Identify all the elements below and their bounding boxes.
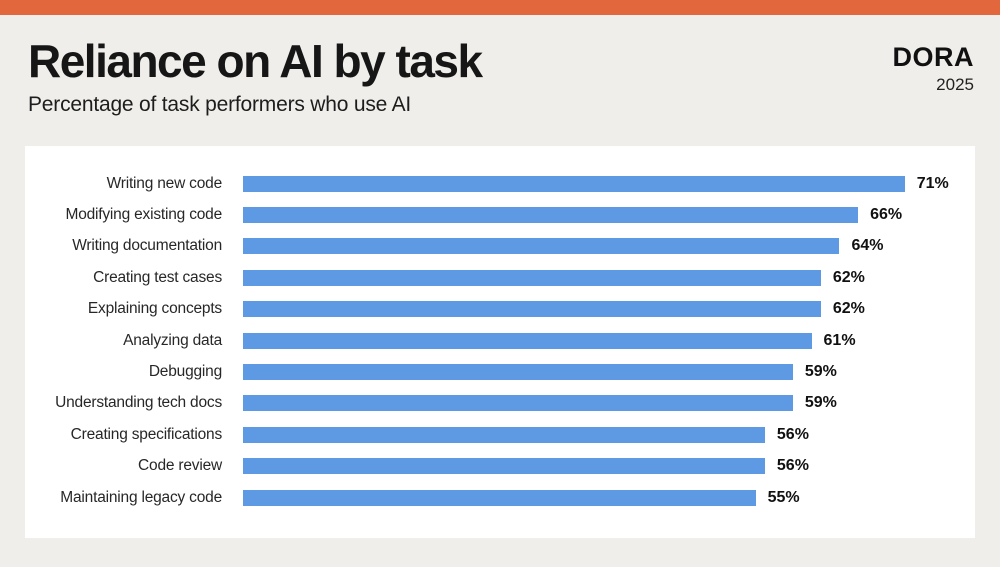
task-bar: [243, 458, 765, 475]
chart-panel: Writing new code 71% Modifying existing co…: [25, 146, 975, 538]
task-label: Creating specifications: [70, 425, 223, 443]
task-bar: [243, 364, 793, 381]
bar-chart: Writing new code 71% Modifying existing co…: [25, 168, 975, 513]
task-bar: [243, 332, 812, 349]
task-label: Writing documentation: [72, 237, 222, 255]
task-row: Writing documentation 64%: [25, 231, 975, 262]
task-bar: [243, 238, 840, 255]
task-bar: [243, 395, 793, 412]
brand-year: 2025: [936, 75, 974, 94]
dora-logo: DORA: [892, 42, 974, 72]
task-row: Analyzing data 61%: [25, 325, 975, 356]
task-row: Code review 56%: [25, 451, 975, 482]
task-value: 71%: [916, 174, 949, 192]
task-row: Maintaining legacy code 55%: [25, 482, 975, 513]
task-value: 55%: [767, 488, 800, 506]
task-label: Analyzing data: [123, 331, 222, 349]
task-value: 61%: [823, 331, 856, 349]
task-bar: [243, 426, 765, 443]
task-value: 62%: [832, 300, 865, 318]
task-row: Modifying existing code 66%: [25, 199, 975, 230]
task-row: Writing new code 71%: [25, 168, 975, 199]
task-bar: [243, 207, 859, 224]
task-label: Maintaining legacy code: [60, 488, 222, 506]
task-value: 64%: [851, 237, 884, 255]
page-subtitle: Percentage of task performers who use AI: [28, 93, 412, 117]
task-value: 59%: [804, 363, 837, 381]
top-accent-bar: [0, 0, 1000, 15]
brand-block: DORA 2025: [893, 44, 975, 95]
task-bar: [243, 175, 905, 192]
task-row: Explaining concepts 62%: [25, 294, 975, 325]
task-bar: [243, 489, 756, 506]
header: Reliance on AI by task Percentage of tas…: [28, 15, 972, 117]
task-label: Code review: [138, 457, 222, 475]
task-row: Debugging 59%: [25, 356, 975, 387]
task-value: 56%: [776, 457, 809, 475]
task-value: 56%: [776, 425, 809, 443]
task-label: Explaining concepts: [87, 300, 222, 318]
task-row: Understanding tech docs 59%: [25, 388, 975, 419]
task-label: Understanding tech docs: [55, 394, 222, 412]
page-title: Reliance on AI by task: [28, 35, 483, 87]
task-value: 66%: [870, 206, 903, 224]
task-value: 62%: [832, 268, 865, 286]
task-bar: [243, 269, 821, 286]
task-bar: [243, 301, 821, 318]
task-label: Debugging: [148, 363, 222, 381]
task-row: Creating test cases 62%: [25, 262, 975, 293]
task-row: Creating specifications 56%: [25, 419, 975, 450]
task-label: Creating test cases: [93, 268, 222, 286]
task-label: Writing new code: [106, 174, 223, 192]
task-label: Modifying existing code: [65, 206, 222, 224]
task-value: 59%: [804, 394, 837, 412]
